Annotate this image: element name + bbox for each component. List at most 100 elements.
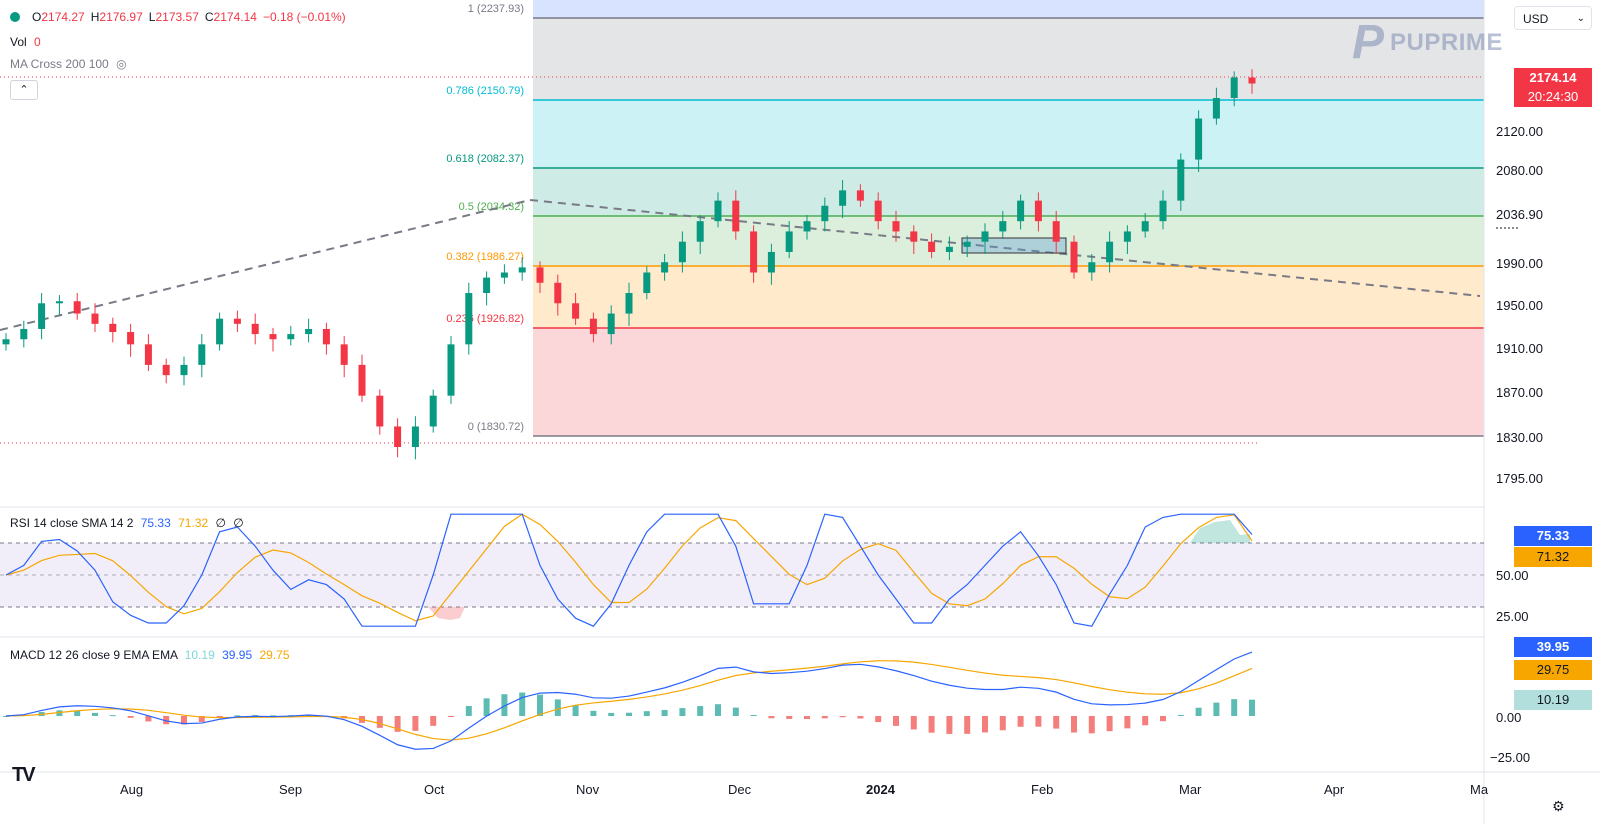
candle-body bbox=[572, 303, 580, 319]
fib-label-1: 1 (2237.93) bbox=[468, 3, 524, 15]
candle-body bbox=[821, 205, 829, 222]
candlestick-series bbox=[2, 69, 1256, 460]
macd-hist-bar bbox=[715, 704, 721, 716]
signal-value: 29.75 bbox=[259, 648, 290, 662]
macd-hist-bar bbox=[234, 715, 241, 717]
candle-body bbox=[55, 301, 63, 304]
fib-zone-5-382 bbox=[533, 216, 1484, 266]
time-tick: Oct bbox=[424, 782, 445, 797]
consolidation-box bbox=[961, 237, 1067, 254]
macd-hist-bar bbox=[198, 716, 205, 723]
candle-body bbox=[91, 313, 99, 324]
candle-body bbox=[38, 303, 46, 329]
candle-body bbox=[732, 200, 740, 232]
candle-body bbox=[233, 318, 241, 324]
vol-value: 0 bbox=[34, 35, 41, 49]
price-tick: 2080.00 bbox=[1496, 163, 1543, 178]
ma-cross-legend[interactable]: MA Cross 200 100 ◎ bbox=[10, 57, 127, 71]
brand-name: PUPRIME bbox=[1390, 29, 1503, 56]
candle-body bbox=[411, 426, 419, 448]
low-label: L bbox=[148, 10, 156, 24]
macd-hist-bar bbox=[910, 716, 917, 730]
rsi-sma-value: 71.32 bbox=[178, 516, 209, 530]
macd-hist-bar bbox=[982, 716, 988, 733]
macd-hist-bar bbox=[804, 716, 810, 720]
candle-body bbox=[1123, 231, 1131, 242]
macd-hist-bar bbox=[1213, 702, 1220, 716]
rsi-line bbox=[5, 513, 1253, 627]
candle-body bbox=[447, 344, 455, 396]
macd-legend[interactable]: MACD 12 26 close 9 EMA EMA 10.19 39.95 2… bbox=[10, 648, 290, 662]
macd-hist-bar bbox=[750, 714, 757, 716]
candle-body bbox=[750, 231, 758, 273]
rsi-overbought-fill bbox=[1190, 520, 1250, 543]
rsi-sma-line bbox=[5, 513, 1253, 622]
rsi-sma-tag: 71.32 bbox=[1514, 547, 1592, 567]
volume-legend[interactable]: Vol 0 bbox=[10, 35, 41, 49]
rsi-label: RSI 14 close SMA 14 2 bbox=[10, 516, 134, 530]
macd-hist-bar bbox=[554, 699, 561, 716]
fibonacci-zones bbox=[533, 0, 1484, 436]
candle-body bbox=[127, 332, 135, 345]
macd-hist-bar bbox=[1231, 699, 1238, 716]
fib-zone-382-236 bbox=[533, 266, 1484, 328]
macd-hist-bar bbox=[1106, 716, 1113, 732]
macd-hist-bar bbox=[412, 716, 419, 731]
currency-select[interactable]: USD ⌄ bbox=[1514, 6, 1592, 30]
macd-hist-bar bbox=[127, 716, 134, 718]
candle-body bbox=[910, 231, 918, 242]
tradingview-logo-icon[interactable]: TV bbox=[12, 764, 36, 786]
fib-zone-1-786 bbox=[533, 18, 1484, 100]
candle-body bbox=[856, 190, 864, 201]
macd-hist-bar bbox=[448, 716, 454, 717]
candle-body bbox=[358, 364, 366, 396]
candle-body bbox=[874, 200, 882, 222]
macd-hist-bar bbox=[1017, 716, 1024, 727]
price-tick: 1950.00 bbox=[1496, 298, 1543, 313]
macd-hist-bar bbox=[376, 716, 383, 728]
macd-hist-bar bbox=[181, 716, 187, 725]
candle-body bbox=[1230, 77, 1238, 98]
rsi-band bbox=[0, 543, 1484, 607]
low-value: 2173.57 bbox=[155, 10, 199, 24]
macd-hist-bar bbox=[964, 716, 971, 734]
fib-zone-618-5 bbox=[533, 168, 1484, 216]
candle-body bbox=[892, 221, 900, 232]
candle-body bbox=[109, 323, 117, 333]
collapse-legend-button[interactable]: ⌃ bbox=[10, 80, 38, 100]
macd-tick: 0.00 bbox=[1496, 710, 1521, 725]
candle-body bbox=[483, 277, 491, 294]
rsi-extra1: ∅ bbox=[215, 516, 226, 530]
macd-tick: −25.00 bbox=[1490, 750, 1530, 765]
rsi-legend[interactable]: RSI 14 close SMA 14 2 75.33 71.32 ∅ ∅ bbox=[10, 516, 244, 530]
time-tick: Feb bbox=[1031, 782, 1053, 797]
candle-body bbox=[305, 328, 313, 335]
macd-hist-bar bbox=[1160, 716, 1166, 722]
open-value: 2174.27 bbox=[41, 10, 85, 24]
candle-body bbox=[216, 318, 224, 345]
price-tick: 1990.00 bbox=[1496, 256, 1543, 271]
rsi-oversold-fill bbox=[428, 607, 465, 620]
fib-label-618: 0.618 (2082.37) bbox=[446, 153, 524, 165]
price-tick: 1910.00 bbox=[1496, 341, 1543, 356]
price-tick: 1795.00 bbox=[1496, 471, 1543, 486]
macd-hist-bar bbox=[145, 716, 152, 722]
price-tick: 2036.90 bbox=[1496, 207, 1543, 222]
candle-body bbox=[678, 241, 686, 263]
macd-hist-bar bbox=[1053, 716, 1060, 729]
macd-hist-bar bbox=[857, 716, 864, 719]
candle-body bbox=[696, 221, 704, 242]
macd-hist-bar bbox=[1142, 716, 1149, 726]
brand-mark: P bbox=[1352, 16, 1385, 69]
candle-body bbox=[340, 344, 348, 365]
candle-body bbox=[251, 323, 259, 335]
hidden-eye-icon[interactable]: ◎ bbox=[116, 57, 127, 71]
macd-hist-bar bbox=[1177, 714, 1184, 716]
candle-body bbox=[500, 272, 508, 278]
macd-hist-bar bbox=[839, 716, 846, 718]
macd-hist-bar bbox=[537, 694, 543, 716]
candle-body bbox=[981, 231, 989, 242]
gear-icon[interactable]: ⚙ bbox=[1552, 798, 1565, 814]
candle-body bbox=[1248, 77, 1256, 84]
